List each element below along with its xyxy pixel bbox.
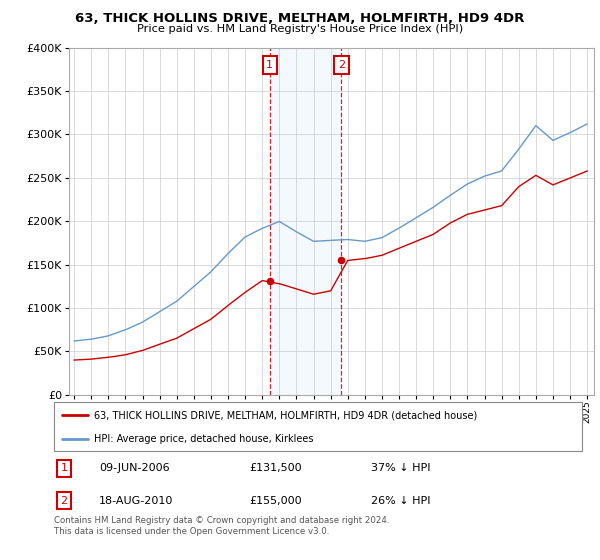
- Text: 63, THICK HOLLINS DRIVE, MELTHAM, HOLMFIRTH, HD9 4DR: 63, THICK HOLLINS DRIVE, MELTHAM, HOLMFI…: [76, 12, 524, 25]
- Text: 1: 1: [61, 463, 67, 473]
- Text: 63, THICK HOLLINS DRIVE, MELTHAM, HOLMFIRTH, HD9 4DR (detached house): 63, THICK HOLLINS DRIVE, MELTHAM, HOLMFI…: [94, 410, 477, 421]
- Text: 18-AUG-2010: 18-AUG-2010: [99, 496, 173, 506]
- Text: 2: 2: [338, 60, 345, 70]
- Text: Price paid vs. HM Land Registry's House Price Index (HPI): Price paid vs. HM Land Registry's House …: [137, 24, 463, 34]
- Text: 2: 2: [61, 496, 67, 506]
- Text: 09-JUN-2006: 09-JUN-2006: [99, 463, 170, 473]
- FancyBboxPatch shape: [54, 402, 582, 451]
- Text: 37% ↓ HPI: 37% ↓ HPI: [371, 463, 430, 473]
- Text: £155,000: £155,000: [250, 496, 302, 506]
- Text: £131,500: £131,500: [250, 463, 302, 473]
- Bar: [270, 48, 341, 395]
- Text: 26% ↓ HPI: 26% ↓ HPI: [371, 496, 430, 506]
- Text: HPI: Average price, detached house, Kirklees: HPI: Average price, detached house, Kirk…: [94, 434, 313, 444]
- Text: 1: 1: [266, 60, 273, 70]
- Text: Contains HM Land Registry data © Crown copyright and database right 2024.
This d: Contains HM Land Registry data © Crown c…: [54, 516, 389, 536]
